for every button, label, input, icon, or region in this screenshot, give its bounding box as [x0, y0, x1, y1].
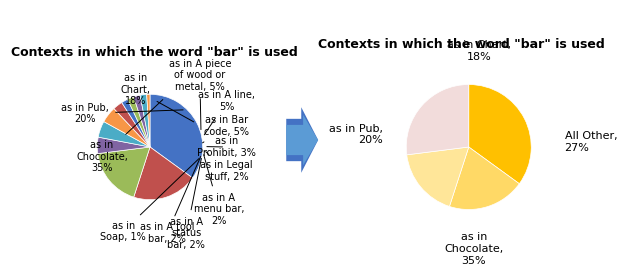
Text: as in
Chocolate,
35%: as in Chocolate, 35%	[76, 100, 163, 173]
Text: as in Pub,
20%: as in Pub, 20%	[329, 124, 383, 145]
Wedge shape	[98, 137, 150, 154]
Wedge shape	[104, 109, 150, 147]
Wedge shape	[134, 95, 150, 147]
Text: as in
Soap, 1%: as in Soap, 1%	[100, 158, 199, 242]
Wedge shape	[406, 85, 469, 155]
Wedge shape	[98, 122, 150, 147]
Text: as in A piece
of wood or
metal, 5%: as in A piece of wood or metal, 5%	[169, 59, 231, 130]
Text: as in Chart,
18%: as in Chart, 18%	[447, 40, 511, 62]
Text: as in A line,
5%: as in A line, 5%	[198, 90, 255, 135]
Text: as in A
menu bar,
2%: as in A menu bar, 2%	[194, 155, 244, 226]
Wedge shape	[134, 147, 192, 200]
Wedge shape	[122, 99, 150, 147]
Text: as in
Prohibit, 3%: as in Prohibit, 3%	[198, 136, 256, 158]
FancyArrow shape	[286, 115, 318, 165]
Text: Contexts in which the word "bar" is used: Contexts in which the word "bar" is used	[318, 38, 604, 51]
Wedge shape	[98, 147, 150, 197]
Text: All Other,
27%: All Other, 27%	[564, 131, 618, 153]
Wedge shape	[469, 85, 531, 184]
Text: as in A tool
bar, 2%: as in A tool bar, 2%	[140, 156, 201, 244]
Text: Contexts in which the word "bar" is used: Contexts in which the word "bar" is used	[11, 46, 298, 59]
Wedge shape	[407, 147, 469, 206]
Text: as in
Chart,
18%: as in Chart, 18%	[121, 73, 194, 122]
Text: as in A
status
bar, 2%: as in A status bar, 2%	[168, 158, 206, 250]
Wedge shape	[449, 147, 519, 209]
Wedge shape	[127, 97, 150, 147]
Wedge shape	[140, 94, 150, 147]
Text: as in
Chocolate,
35%: as in Chocolate, 35%	[444, 232, 504, 266]
Wedge shape	[114, 102, 150, 147]
Wedge shape	[150, 94, 202, 178]
Text: as in Bar
code, 5%: as in Bar code, 5%	[202, 115, 249, 143]
Text: as in Pub,
20%: as in Pub, 20%	[61, 103, 183, 124]
Wedge shape	[147, 94, 150, 147]
Text: as in Legal
stuff, 2%: as in Legal stuff, 2%	[201, 152, 253, 182]
FancyArrow shape	[286, 107, 318, 173]
